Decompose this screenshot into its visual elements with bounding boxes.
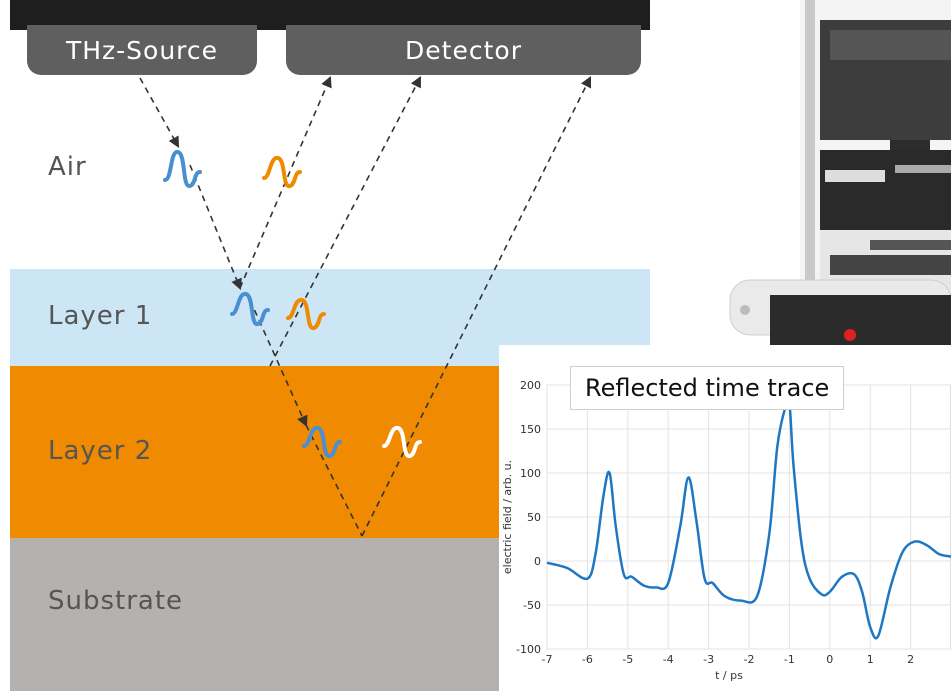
y-tick-label: -100 bbox=[516, 643, 541, 656]
substrate-label: Substrate bbox=[48, 586, 184, 616]
y-tick-label: 200 bbox=[520, 379, 541, 392]
incident-beam-1 bbox=[139, 77, 180, 148]
layer-1-label: Layer 1 bbox=[48, 301, 153, 331]
incident-beam-2 bbox=[189, 164, 242, 291]
detector-label: Detector bbox=[286, 25, 641, 75]
x-tick-label: -4 bbox=[663, 653, 674, 666]
x-tick-label: -2 bbox=[744, 653, 755, 666]
x-tick-label: -7 bbox=[542, 653, 553, 666]
thz-source-label: THz-Source bbox=[27, 25, 257, 75]
wave-reflected-layer1-icon bbox=[286, 298, 326, 330]
wave-reflected-layer2-icon bbox=[382, 426, 422, 458]
x-tick-label: -1 bbox=[784, 653, 795, 666]
y-tick-label: 0 bbox=[534, 555, 541, 568]
chart-svg: -100 -50 0 50 100 150 200 -7 -6 -5 -4 -3 -2 -1 0 1 2 t /… bbox=[501, 379, 951, 682]
wave-incident-air-icon bbox=[163, 150, 202, 188]
chart-title: Reflected time trace bbox=[570, 366, 845, 410]
wave-reflected-air-icon bbox=[262, 156, 302, 188]
reflected-beam-layer2 bbox=[361, 75, 592, 537]
time-trace-chart: -100 -50 0 50 100 150 200 -7 -6 -5 -4 -3 -2 -1 0 1 2 t /… bbox=[499, 345, 951, 691]
x-tick-label: -5 bbox=[622, 653, 633, 666]
layer-air-label: Air bbox=[48, 152, 87, 182]
y-tick-label: 150 bbox=[520, 423, 541, 436]
y-tick-label: 100 bbox=[520, 467, 541, 480]
reflected-beam-layer1 bbox=[269, 76, 422, 367]
wave-incident-layer2-icon bbox=[302, 426, 342, 458]
x-tick-label: 0 bbox=[826, 653, 833, 666]
x-tick-label: -6 bbox=[582, 653, 593, 666]
incident-beam-3 bbox=[249, 299, 308, 428]
wave-incident-layer1-icon bbox=[230, 292, 270, 326]
x-tick-label: -3 bbox=[703, 653, 714, 666]
x-axis-label: t / ps bbox=[715, 669, 743, 682]
y-tick-label: 50 bbox=[527, 511, 541, 524]
x-tick-label: 2 bbox=[907, 653, 914, 666]
x-tick-label: 1 bbox=[867, 653, 874, 666]
incident-beam-4 bbox=[305, 424, 363, 537]
y-axis-label: electric field / arb. u. bbox=[501, 460, 514, 574]
y-tick-label: -50 bbox=[523, 599, 541, 612]
layer-2-label: Layer 2 bbox=[48, 436, 153, 466]
time-trace-line bbox=[546, 396, 951, 640]
thz-measurement-device-image bbox=[729, 0, 951, 360]
